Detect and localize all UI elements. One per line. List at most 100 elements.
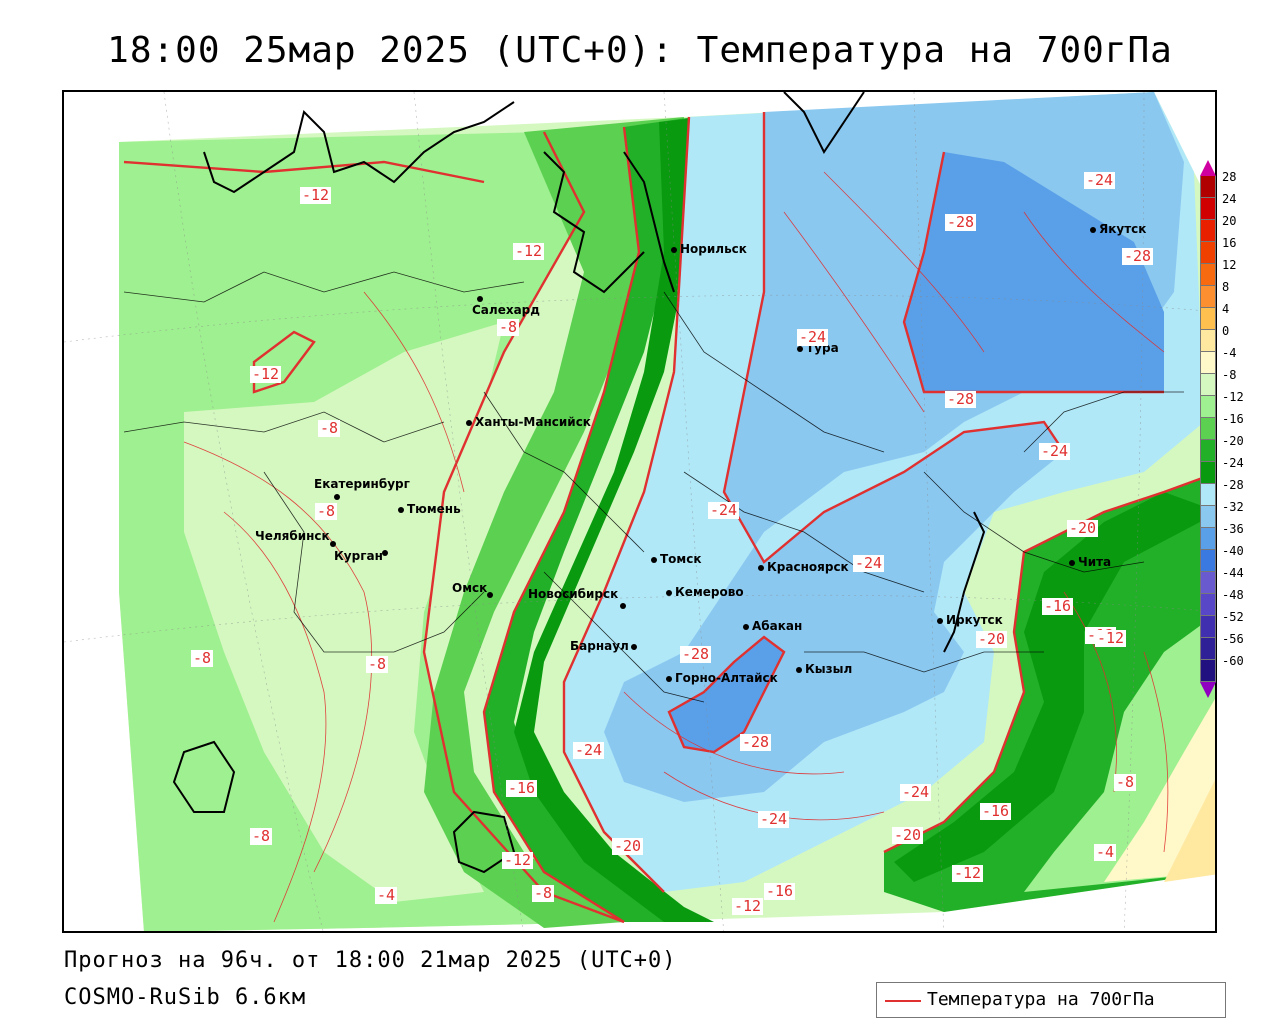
city-marker: Норильск <box>671 243 747 255</box>
city-marker: Красноярск <box>758 561 849 573</box>
contour-label: -8 <box>366 655 389 673</box>
scale-swatch <box>1200 616 1216 638</box>
contour-label: -24 <box>573 741 605 759</box>
city-marker <box>382 546 391 558</box>
contour-label: -28 <box>680 645 712 663</box>
contour-label: -8 <box>315 502 338 520</box>
contour-label: -12 <box>502 851 534 869</box>
city-label: Курган <box>334 549 383 563</box>
contour-label: -16 <box>980 802 1012 820</box>
scale-swatch <box>1200 660 1216 682</box>
forecast-info: Прогноз на 96ч. от 18:00 21мар 2025 (UTC… <box>64 948 677 973</box>
band-east-dark <box>894 492 1215 882</box>
scale-swatch <box>1200 330 1216 352</box>
contour-label: -8 <box>318 419 341 437</box>
scale-swatch <box>1200 352 1216 374</box>
contour-label: -24 <box>797 328 829 346</box>
scale-top-arrow <box>1200 160 1216 176</box>
scale-swatch <box>1200 176 1216 198</box>
scale-tick-label: -32 <box>1222 500 1244 514</box>
contour-label: -16 <box>1042 597 1074 615</box>
city-marker: Томск <box>651 553 702 565</box>
scale-bottom-arrow <box>1200 682 1216 698</box>
city-label: Барнаул <box>570 639 629 653</box>
city-marker <box>631 640 640 652</box>
city-marker: Кызыл <box>796 663 852 675</box>
legend-line-swatch <box>885 1000 921 1002</box>
map-area[interactable] <box>62 90 1217 933</box>
scale-tick-label: 16 <box>1222 236 1237 250</box>
scale-swatch <box>1200 484 1216 506</box>
scale-swatch <box>1200 418 1216 440</box>
scale-tick-label: -60 <box>1222 654 1244 668</box>
contour-label: -24 <box>900 783 932 801</box>
admin-borders <box>123 271 1184 703</box>
contour-label: -12 <box>250 365 282 383</box>
model-info: COSMO-RuSib 6.6км <box>64 985 307 1010</box>
band-minus12 <box>424 117 684 928</box>
city-marker: Горно-Алтайск <box>666 672 778 684</box>
city-marker <box>330 537 339 549</box>
scale-swatch <box>1200 638 1216 660</box>
band-minus16 <box>484 117 704 922</box>
city-marker: Ханты-Мансийск <box>466 416 591 428</box>
contour-label: -8 <box>250 827 273 845</box>
contour-label: -20 <box>1067 519 1099 537</box>
band-east-warmer <box>1164 780 1215 882</box>
contour-label: -28 <box>945 213 977 231</box>
contour-label: -12 <box>300 186 332 204</box>
scale-swatch <box>1200 528 1216 550</box>
contour-label: -16 <box>764 882 796 900</box>
contour-label: -12 <box>513 242 545 260</box>
scale-tick-label: 0 <box>1222 324 1230 338</box>
city-marker: Кемерово <box>666 586 744 598</box>
legend-box: Температура на 700гПа <box>876 982 1226 1018</box>
coastlines <box>172 92 986 874</box>
scale-swatch <box>1200 374 1216 396</box>
city-label: Екатеринбург <box>314 477 410 491</box>
city-marker: Якутск <box>1090 223 1146 235</box>
contour-label: -8 <box>191 649 214 667</box>
contour-label: -24 <box>1039 442 1071 460</box>
city-marker <box>334 490 343 502</box>
contour-label: -24 <box>1084 171 1116 189</box>
contour-label: -8 <box>1114 773 1137 791</box>
scale-swatch <box>1200 286 1216 308</box>
contour-label: -4 <box>375 886 398 904</box>
contour-label: -16 <box>506 779 538 797</box>
legend-label: Температура на 700гПа <box>927 989 1155 1010</box>
city-marker <box>487 588 496 600</box>
scale-swatch <box>1200 308 1216 330</box>
contour-label: -28 <box>1122 247 1154 265</box>
scale-swatch <box>1200 462 1216 484</box>
scale-swatch <box>1200 594 1216 616</box>
contour-label: -24 <box>758 810 790 828</box>
scale-tick-label: -44 <box>1222 566 1244 580</box>
city-label: Омск <box>452 581 488 595</box>
scale-tick-label: -4 <box>1222 346 1237 360</box>
scale-swatch <box>1200 440 1216 462</box>
band-minus20 <box>514 117 714 922</box>
contour-label: -28 <box>740 733 772 751</box>
scale-swatch <box>1200 198 1216 220</box>
band-minus32-east <box>904 152 1164 392</box>
city-marker: Иркутск <box>937 614 1003 626</box>
city-label: Новосибирск <box>528 587 619 601</box>
scale-swatch <box>1200 396 1216 418</box>
scale-swatch <box>1200 506 1216 528</box>
scale-tick-label: -8 <box>1222 368 1237 382</box>
scale-tick-label: -36 <box>1222 522 1244 536</box>
contour-label: -28 <box>945 390 977 408</box>
scale-tick-label: -52 <box>1222 610 1244 624</box>
contour-label: -20 <box>976 630 1008 648</box>
contour-label: -4 <box>1094 843 1117 861</box>
city-marker: Тюмень <box>398 503 461 515</box>
scale-tick-label: 28 <box>1222 170 1237 184</box>
contour-label: -12 <box>732 897 764 915</box>
contour-label: -8 <box>532 884 555 902</box>
scale-tick-label: -24 <box>1222 456 1244 470</box>
scale-swatch <box>1200 242 1216 264</box>
contour-label: -12 <box>952 864 984 882</box>
scale-tick-label: 24 <box>1222 192 1237 206</box>
city-marker <box>477 292 486 304</box>
